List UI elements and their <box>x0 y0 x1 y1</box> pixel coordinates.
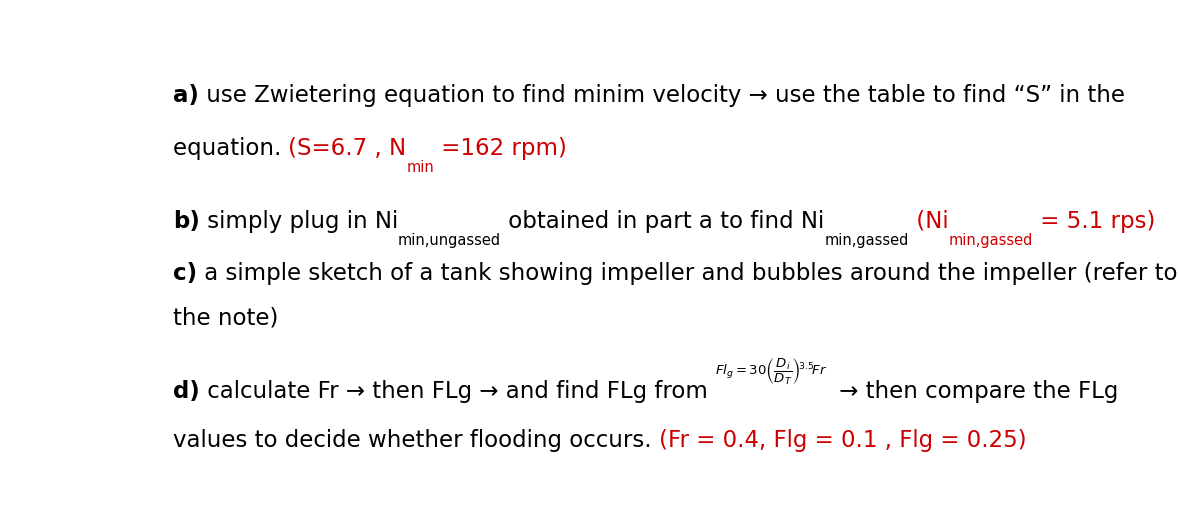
Text: (S=6.7 , N: (S=6.7 , N <box>289 136 406 160</box>
Text: (Ni: (Ni <box>908 210 948 232</box>
Text: the note): the note) <box>173 307 278 330</box>
Text: min: min <box>406 160 435 174</box>
Text: calculate Fr → then FLg → and find FLg from: calculate Fr → then FLg → and find FLg f… <box>199 380 708 403</box>
Text: b): b) <box>173 210 200 232</box>
Text: min,gassed: min,gassed <box>948 232 1033 248</box>
Text: min,gassed: min,gassed <box>825 232 908 248</box>
Text: d): d) <box>173 380 199 403</box>
Text: → then compare the FLg: → then compare the FLg <box>832 380 1118 403</box>
Text: a simple sketch of a tank showing impeller and bubbles around the impeller (refe: a simple sketch of a tank showing impell… <box>197 262 1178 285</box>
Text: c): c) <box>173 262 197 285</box>
Text: (Fr = 0.4, Flg = 0.1 , Flg = 0.25): (Fr = 0.4, Flg = 0.1 , Flg = 0.25) <box>659 428 1026 452</box>
Text: values to decide whether flooding occurs.: values to decide whether flooding occurs… <box>173 428 659 452</box>
Text: =162 rpm): =162 rpm) <box>435 136 567 160</box>
Text: = 5.1 rps): = 5.1 rps) <box>1033 210 1156 232</box>
Text: use Zwietering equation to find minim velocity → use the table to find “S” in th: use Zwietering equation to find minim ve… <box>199 84 1125 107</box>
Text: min,ungassed: min,ungassed <box>398 232 501 248</box>
Text: $Fl_g = 30\left(\dfrac{D_i}{D_T}\right)^{\!3.5}\!Fr$: $Fl_g = 30\left(\dfrac{D_i}{D_T}\right)^… <box>715 357 827 387</box>
Text: obtained in part a to find Ni: obtained in part a to find Ni <box>501 210 825 232</box>
Text: a): a) <box>173 84 199 107</box>
Text: simply plug in Ni: simply plug in Ni <box>200 210 398 232</box>
Text: equation.: equation. <box>173 136 289 160</box>
